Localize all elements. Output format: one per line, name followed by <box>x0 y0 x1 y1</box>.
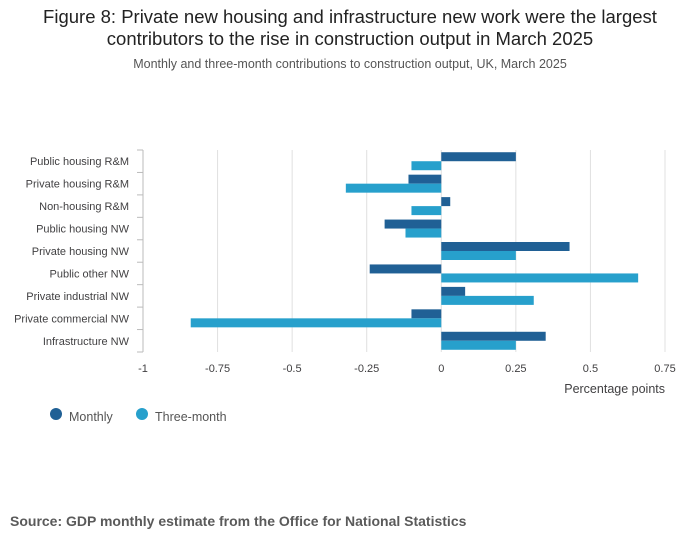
legend-label-monthly: Monthly <box>69 410 114 424</box>
x-tick-label: -0.75 <box>205 363 230 375</box>
category-label: Private industrial NW <box>26 291 129 303</box>
category-label: Private housing NW <box>32 246 130 258</box>
bar-three-month-private-industrial-nw <box>441 295 534 305</box>
category-label: Public housing NW <box>36 224 130 236</box>
bar-monthly-infrastructure-nw <box>441 331 546 341</box>
legend-label-three-month: Three-month <box>155 410 227 424</box>
x-tick-label: 0.25 <box>505 363 526 375</box>
category-label: Infrastructure NW <box>43 336 130 348</box>
chart-title: Figure 8: Private new housing and infras… <box>43 6 657 49</box>
bar-monthly-public-housing-randm <box>441 152 516 162</box>
source-note: Source: GDP monthly estimate from the Of… <box>10 513 467 529</box>
bar-three-month-public-housing-nw <box>405 228 442 238</box>
bar-monthly-public-housing-nw <box>384 219 442 229</box>
bar-three-month-public-housing-randm <box>411 161 442 171</box>
bar-monthly-private-industrial-nw <box>441 286 466 296</box>
x-tick-label: -1 <box>138 363 148 375</box>
bar-monthly-private-commercial-nw <box>411 309 442 319</box>
bar-three-month-private-housing-nw <box>441 251 516 260</box>
bar-monthly-non-housing-randm <box>441 197 451 207</box>
x-tick-label: -0.25 <box>354 363 379 375</box>
chart-subtitle: Monthly and three-month contributions to… <box>133 57 567 71</box>
x-axis-label: Percentage points <box>564 382 665 396</box>
legend-marker-monthly <box>50 408 62 420</box>
category-label: Non-housing R&M <box>39 201 129 213</box>
legend-marker-three-month <box>136 408 148 420</box>
category-label: Private commercial NW <box>14 313 130 325</box>
bar-chart: Public housing R&M Private housing R&M Non… <box>14 149 676 424</box>
category-label: Public other NW <box>50 268 130 280</box>
category-label: Private housing R&M <box>26 179 129 191</box>
bar-three-month-private-housing-randm <box>345 183 442 193</box>
bar-monthly-public-other-nw <box>369 264 442 274</box>
bar-three-month-infrastructure-nw <box>441 340 516 350</box>
x-tick-label: 0 <box>438 363 444 375</box>
bar-monthly-private-housing-randm <box>408 174 442 184</box>
bar-three-month-public-other-nw <box>441 273 639 283</box>
x-tick-label: 0.75 <box>654 363 675 375</box>
x-tick-label: -0.5 <box>283 363 302 375</box>
bar-three-month-non-housing-randm <box>411 206 442 216</box>
bar-monthly-private-housing-nw <box>441 242 570 251</box>
x-tick-label: 0.5 <box>583 363 598 375</box>
bar-three-month-private-commercial-nw <box>190 318 442 328</box>
category-label: Public housing R&M <box>30 156 129 168</box>
